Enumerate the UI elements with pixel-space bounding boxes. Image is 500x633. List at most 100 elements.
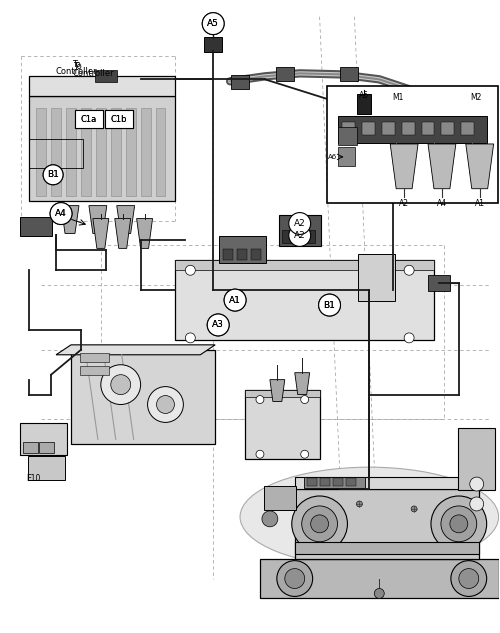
Circle shape — [470, 477, 484, 491]
Circle shape — [310, 515, 328, 533]
Circle shape — [404, 333, 414, 343]
Polygon shape — [295, 489, 478, 559]
Circle shape — [431, 496, 486, 552]
Text: B1: B1 — [47, 170, 59, 179]
Circle shape — [374, 589, 384, 598]
Text: A1: A1 — [474, 199, 484, 208]
FancyBboxPatch shape — [282, 230, 297, 243]
Polygon shape — [61, 206, 79, 234]
Circle shape — [43, 165, 63, 185]
Text: B1: B1 — [324, 301, 336, 310]
FancyBboxPatch shape — [95, 70, 116, 82]
Polygon shape — [115, 218, 130, 248]
Text: A7: A7 — [448, 95, 460, 104]
Polygon shape — [176, 260, 434, 340]
Circle shape — [285, 568, 304, 589]
FancyBboxPatch shape — [96, 108, 106, 196]
FancyBboxPatch shape — [80, 367, 110, 375]
Text: A6: A6 — [413, 127, 425, 137]
Circle shape — [411, 506, 417, 512]
FancyBboxPatch shape — [75, 110, 103, 128]
Circle shape — [156, 396, 174, 413]
Circle shape — [148, 387, 184, 422]
Polygon shape — [29, 96, 176, 201]
Circle shape — [207, 314, 229, 336]
Ellipse shape — [240, 467, 498, 567]
FancyBboxPatch shape — [156, 108, 166, 196]
Text: A5: A5 — [208, 19, 219, 28]
FancyBboxPatch shape — [38, 442, 54, 453]
FancyBboxPatch shape — [295, 542, 478, 554]
Text: A2: A2 — [294, 231, 306, 240]
FancyBboxPatch shape — [126, 108, 136, 196]
Polygon shape — [390, 144, 418, 189]
Text: E10: E10 — [26, 474, 40, 483]
FancyBboxPatch shape — [204, 37, 222, 53]
Circle shape — [277, 561, 312, 596]
Circle shape — [224, 289, 246, 311]
FancyBboxPatch shape — [394, 86, 408, 95]
Text: A6: A6 — [328, 154, 337, 160]
FancyBboxPatch shape — [308, 478, 317, 486]
FancyBboxPatch shape — [75, 110, 103, 128]
Text: M2: M2 — [470, 93, 482, 103]
Circle shape — [43, 165, 63, 185]
Polygon shape — [260, 559, 498, 598]
FancyBboxPatch shape — [23, 442, 38, 453]
Text: A7: A7 — [448, 95, 460, 104]
Circle shape — [186, 333, 196, 343]
Text: A6: A6 — [413, 127, 425, 137]
Polygon shape — [71, 350, 215, 444]
Text: A1: A1 — [229, 296, 241, 304]
FancyBboxPatch shape — [20, 423, 67, 455]
Text: A3: A3 — [212, 320, 224, 329]
Text: C1b: C1b — [110, 115, 127, 123]
FancyBboxPatch shape — [300, 230, 315, 243]
Polygon shape — [466, 144, 493, 189]
FancyBboxPatch shape — [219, 237, 266, 263]
Text: B1: B1 — [47, 170, 59, 179]
Circle shape — [300, 450, 308, 458]
FancyBboxPatch shape — [105, 110, 132, 128]
FancyBboxPatch shape — [428, 275, 450, 291]
FancyBboxPatch shape — [416, 91, 446, 107]
Circle shape — [202, 13, 224, 35]
FancyBboxPatch shape — [304, 477, 365, 487]
FancyBboxPatch shape — [105, 110, 132, 128]
Text: A2: A2 — [399, 199, 409, 208]
Text: C1a: C1a — [81, 115, 97, 123]
Circle shape — [441, 506, 476, 542]
Circle shape — [224, 289, 246, 311]
Circle shape — [262, 511, 278, 527]
FancyBboxPatch shape — [28, 456, 65, 480]
FancyBboxPatch shape — [382, 124, 405, 140]
Circle shape — [408, 121, 430, 143]
FancyBboxPatch shape — [237, 249, 248, 260]
FancyBboxPatch shape — [276, 67, 294, 81]
FancyBboxPatch shape — [334, 478, 342, 486]
FancyBboxPatch shape — [326, 86, 498, 203]
FancyBboxPatch shape — [358, 94, 372, 114]
Circle shape — [256, 396, 264, 403]
Polygon shape — [245, 389, 320, 459]
Polygon shape — [295, 373, 310, 394]
FancyBboxPatch shape — [66, 108, 76, 196]
FancyBboxPatch shape — [279, 215, 320, 246]
Text: A1: A1 — [229, 296, 241, 304]
Circle shape — [186, 265, 196, 275]
FancyBboxPatch shape — [320, 478, 330, 486]
Text: A4: A4 — [437, 199, 447, 208]
FancyBboxPatch shape — [176, 260, 434, 270]
FancyBboxPatch shape — [20, 216, 52, 237]
Circle shape — [470, 497, 484, 511]
FancyBboxPatch shape — [231, 75, 249, 89]
FancyBboxPatch shape — [346, 478, 356, 486]
Circle shape — [300, 396, 308, 403]
FancyBboxPatch shape — [36, 108, 46, 196]
FancyBboxPatch shape — [358, 254, 395, 301]
FancyBboxPatch shape — [81, 108, 91, 196]
Circle shape — [202, 13, 224, 35]
Circle shape — [50, 203, 72, 225]
Polygon shape — [29, 77, 176, 96]
Circle shape — [450, 515, 468, 533]
